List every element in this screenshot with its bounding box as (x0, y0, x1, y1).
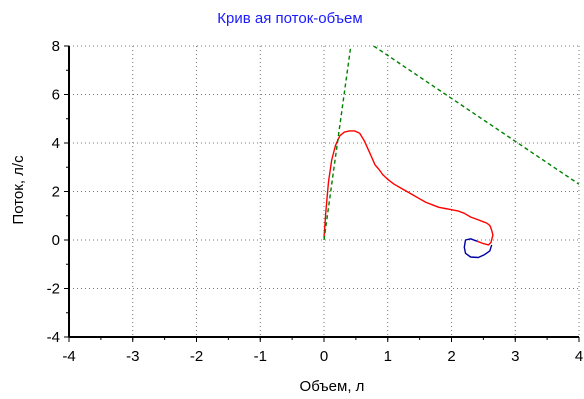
x-tick-label: 1 (384, 348, 392, 365)
x-tick-label: 2 (447, 348, 455, 365)
x-axis-label: Объем, л (300, 378, 365, 395)
series-line-2 (323, 46, 352, 241)
y-tick-label: -2 (47, 281, 60, 298)
grid-lines (69, 45, 580, 337)
x-tick-label: -4 (62, 348, 75, 365)
x-tick-label: -1 (254, 348, 267, 365)
y-tick-label: 6 (52, 87, 60, 104)
x-tick-label: -3 (126, 348, 139, 365)
y-tick-label: 4 (52, 135, 60, 152)
y-tick-label: -4 (47, 329, 60, 346)
y-tick-label: 8 (52, 38, 60, 55)
chart-title: Крив ая поток-объем (217, 10, 362, 27)
x-tick-label: 4 (575, 348, 583, 365)
axis-ticks: -4 -3 -2 -1 0 1 2 3 4 -4 -2 0 2 4 6 8 (47, 38, 584, 365)
y-tick-label: 2 (52, 184, 60, 201)
series-line-1 (463, 238, 493, 259)
series-layer (323, 46, 579, 259)
series-line-0 (323, 130, 494, 246)
series-line-3 (373, 46, 579, 185)
x-tick-label: 3 (511, 348, 519, 365)
x-tick-label: 0 (320, 348, 328, 365)
y-tick-label: 0 (52, 232, 60, 249)
y-axis-label: Поток, л/с (10, 155, 27, 225)
x-tick-label: -2 (190, 348, 203, 365)
